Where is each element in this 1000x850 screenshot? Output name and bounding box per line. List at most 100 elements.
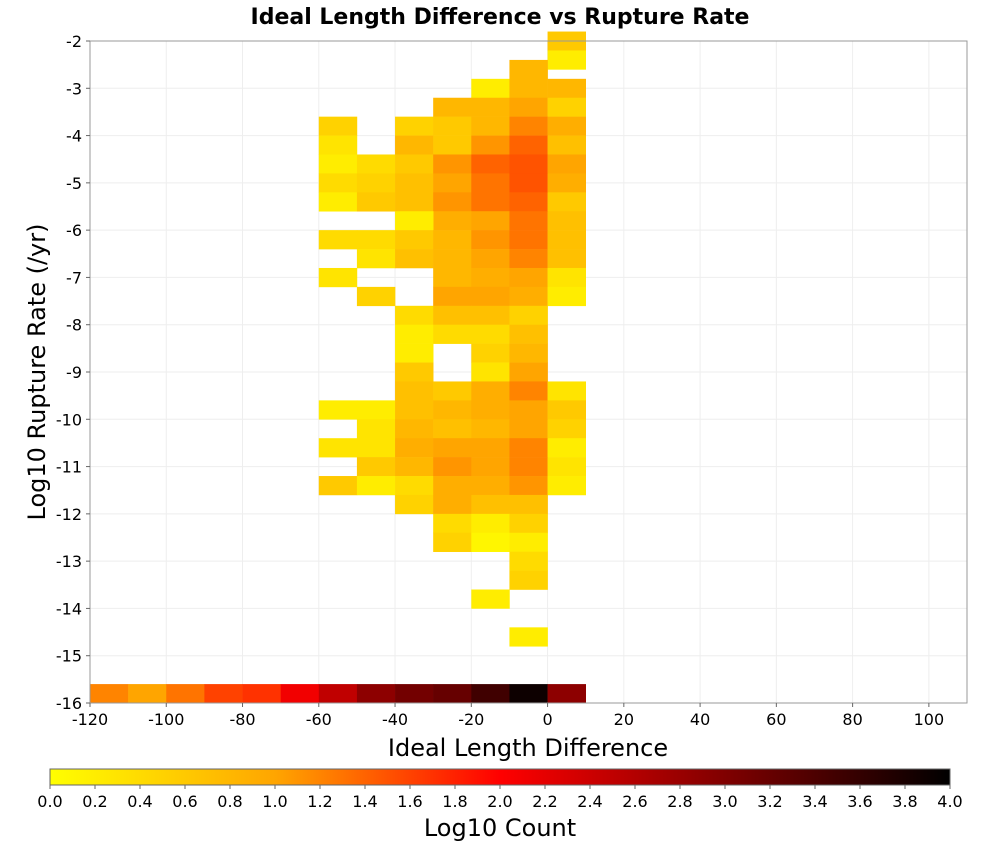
y-tick-label: -12 [56,505,82,524]
y-tick-label: -6 [66,221,82,240]
x-tick-label: -100 [148,710,184,729]
x-axis-label: Ideal Length Difference [388,734,668,762]
heatmap-cell [318,438,358,458]
heatmap-cell [547,419,586,439]
heatmap-cell [204,684,243,704]
heatmap-cell [433,438,472,458]
heatmap-cell [318,230,358,250]
colorbar [49,768,951,786]
chart-title: Ideal Length Difference vs Rupture Rate [251,5,750,30]
heatmap-cell [433,154,472,174]
y-tick-label: -13 [56,552,82,571]
colorbar-tick-label: 1.2 [307,792,332,811]
heatmap-cell [471,154,510,174]
heatmap-cell [509,78,548,99]
heatmap-cell [471,97,510,117]
colorbar-tick-label: 3.0 [712,792,737,811]
heatmap-cell [509,97,548,117]
heatmap-cell [509,192,548,212]
heatmap-cell [433,684,472,704]
heatmap-cell [356,419,396,439]
heatmap-cell [547,684,586,704]
heatmap-cell [471,78,510,99]
heatmap-cell [509,154,548,174]
heatmap-cell [395,192,434,212]
heatmap-cell [242,684,281,704]
x-tick-label: -20 [458,710,484,729]
heatmap-cell [509,400,548,420]
heatmap-cell [433,249,472,269]
x-tick-label: -60 [306,710,332,729]
heatmap-cell [395,494,434,515]
heatmap-cell [356,192,396,212]
heatmap-cell [547,173,586,193]
heatmap-cell [509,324,548,344]
heatmap-cell [509,249,548,269]
heatmap-cell [356,684,396,704]
heatmap-cell [395,249,434,269]
heatmap-cell [356,173,396,193]
heatmap-cells [90,31,586,704]
heatmap-cell [547,135,586,155]
x-tick-label: 80 [842,710,862,729]
heatmap-cell [433,135,472,155]
heatmap-cell [280,684,320,704]
heatmap-cell [509,116,548,136]
heatmap-cell [547,50,586,70]
colorbar-tick-label: 3.4 [802,792,827,811]
heatmap-cell [471,192,510,212]
heatmap-cell [471,589,510,609]
heatmap-cell [318,135,358,155]
heatmap-cell [433,192,472,212]
heatmap-cell [395,305,434,326]
heatmap-cell [509,513,548,534]
heatmap-cell [356,457,396,477]
heatmap-cell [471,419,510,439]
heatmap-cell [547,230,586,250]
colorbar-tick-label: 1.0 [262,792,287,811]
x-tick-label: -120 [72,710,108,729]
heatmap-cell [433,173,472,193]
colorbar-tick-label: 0.8 [217,792,242,811]
heatmap-cell [433,267,472,288]
heatmap-cell [471,457,510,477]
heatmap-cell [471,135,510,155]
colorbar-tick-label: 2.4 [577,792,602,811]
colorbar-tick-label: 0.4 [127,792,152,811]
colorbar-tick-label: 2.8 [667,792,692,811]
heatmap-cell [547,457,586,477]
y-tick-label: -7 [66,268,82,287]
heatmap-cell [471,267,510,288]
heatmap-cell [547,267,586,288]
colorbar-tick-label: 0.6 [172,792,197,811]
colorbar-tick-label: 2.2 [532,792,557,811]
heatmap-cell [471,324,510,344]
heatmap-cell [318,400,358,420]
colorbar-tick-label: 2.6 [622,792,647,811]
heatmap-cell [509,362,548,382]
colorbar-tick-label: 1.4 [352,792,377,811]
heatmap-cell [395,381,434,401]
heatmap-cell [356,154,396,174]
heatmap-cell [318,116,358,136]
heatmap-cell [395,684,434,704]
heatmap-cell [356,230,396,250]
heatmap-cell [471,476,510,496]
heatmap-cell [128,684,167,704]
heatmap-cell [471,362,510,382]
y-axis-ticks: -2 -3 -4 -5 -6 -7 -8 -9 -10 -11 -12 -13 -14 -15 -16 [56,32,90,713]
heatmap-cell [395,173,434,193]
heatmap-cell [433,305,472,326]
heatmap-cell [395,211,434,231]
heatmap-cell [509,381,548,401]
heatmap-cell [471,684,510,704]
heatmap-cell [433,513,472,534]
colorbar-tick-label: 2.0 [487,792,512,811]
heatmap-cell [471,286,510,307]
y-tick-label: -8 [66,316,82,335]
heatmap-cell [433,400,472,420]
x-tick-label: 0 [542,710,552,729]
heatmap-cell [395,154,434,174]
y-tick-label: -14 [56,599,82,618]
